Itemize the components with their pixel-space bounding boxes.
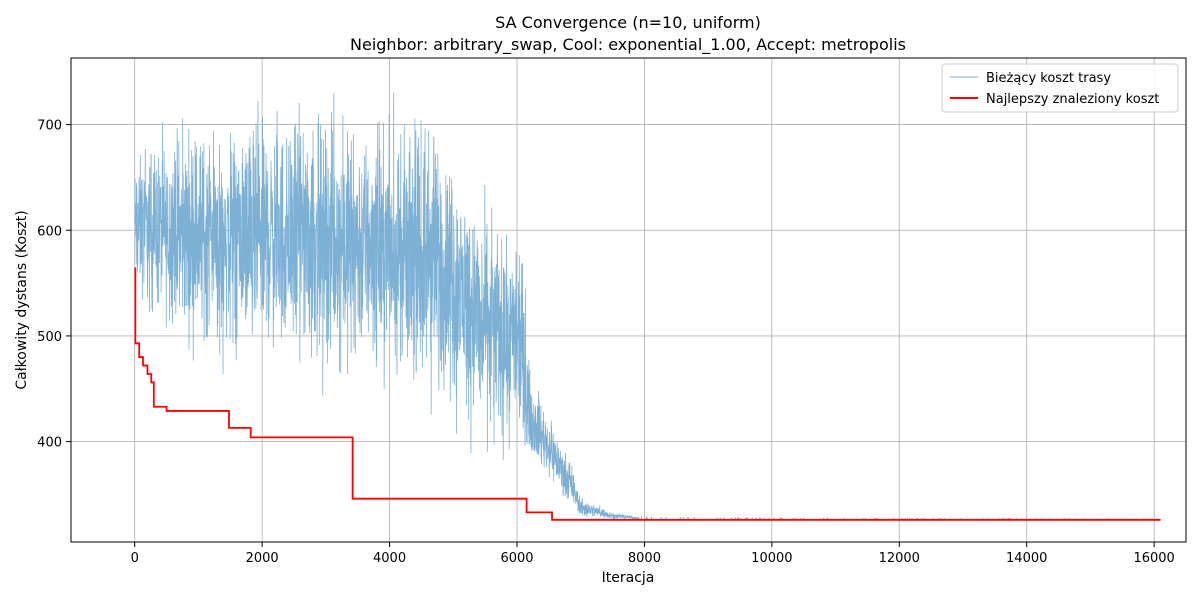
chart-subtitle: Neighbor: arbitrary_swap, Cool: exponent… — [350, 35, 906, 55]
legend: Bieżący koszt trasy Najlepszy znaleziony… — [941, 63, 1179, 113]
x-tick-label: 0 — [131, 551, 139, 566]
y-tick-label: 400 — [37, 436, 62, 451]
y-tick-label: 500 — [37, 330, 62, 345]
legend-label-best-cost: Najlepszy znaleziony koszt — [986, 92, 1159, 107]
x-tick-label: 6000 — [500, 551, 533, 566]
x-tick-label: 10000 — [751, 551, 792, 566]
x-tick-label: 4000 — [373, 551, 406, 566]
x-axis-label: Iteracja — [602, 570, 655, 586]
plot-frame — [70, 57, 1187, 543]
legend-label-current-cost: Bieżący koszt trasy — [986, 71, 1111, 86]
x-tick-label: 16000 — [1133, 551, 1174, 566]
x-tick-label: 8000 — [628, 551, 661, 566]
x-tick-label: 2000 — [246, 551, 279, 566]
series-best-cost — [134, 267, 1161, 521]
y-tick-label: 600 — [37, 224, 62, 239]
y-tick-label: 700 — [37, 119, 62, 134]
y-axis-label: Całkowity dystans (Koszt) — [14, 210, 30, 389]
x-tick-label: 12000 — [879, 551, 920, 566]
ticks: 0 2000 4000 6000 8000 10000 12000 14000 16000 400… — [37, 119, 1175, 566]
series-layer — [134, 92, 1161, 521]
legend-box — [941, 63, 1179, 113]
x-tick-label: 14000 — [1006, 551, 1047, 566]
chart-title: SA Convergence (n=10, uniform) — [495, 13, 761, 32]
